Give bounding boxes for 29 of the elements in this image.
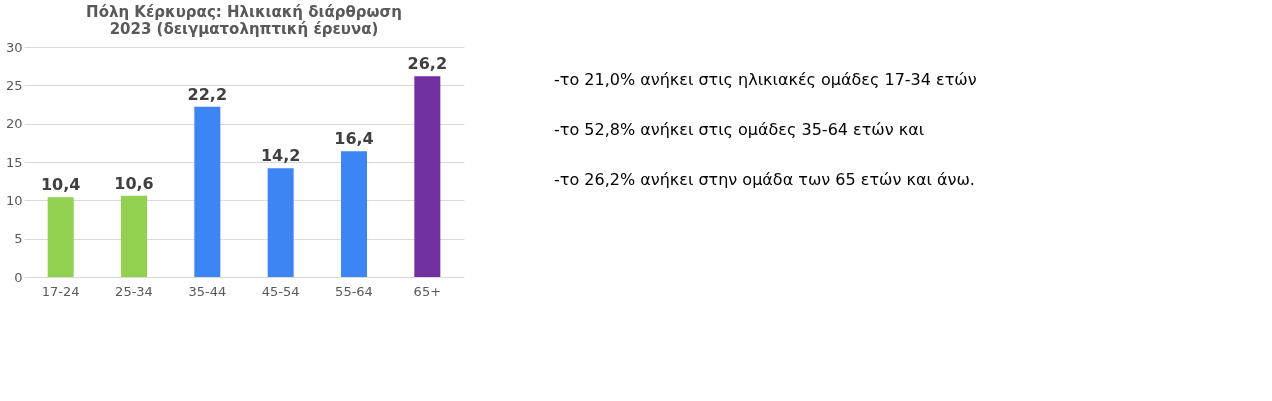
x-tick-label: 55-64 xyxy=(335,283,373,299)
bar xyxy=(267,168,294,277)
bar xyxy=(194,106,221,277)
data-label: 16,4 xyxy=(334,129,374,149)
text: -το 26,2% ανήκει στην ομάδα των 65 ετών και άνω. xyxy=(554,170,975,189)
data-label: 26,2 xyxy=(407,54,448,74)
x-tick-label: 35-44 xyxy=(188,283,227,299)
x-tick-label: 17-24 xyxy=(41,283,80,299)
bar xyxy=(414,76,441,277)
y-tick-label: 25 xyxy=(5,77,23,93)
data-label: 14,2 xyxy=(260,146,301,166)
bar xyxy=(341,151,367,277)
y-tick-label: 15 xyxy=(5,154,23,170)
y-tick-label: 30 xyxy=(5,39,23,55)
bar xyxy=(121,195,147,277)
chart-title: Πόλη Κέρκυρας: Ηλικιακή διάρθρωση 2023 (δειγματοληπτική έρευνα) xyxy=(86,3,402,38)
data-label: 22,2 xyxy=(187,84,228,104)
y-tick-label: 5 xyxy=(14,231,23,247)
y-tick-label: 20 xyxy=(5,116,23,132)
x-tick-label: 45-54 xyxy=(261,283,300,299)
text: -το 52,8% ανήκει στις ομάδες 35-64 ετών και xyxy=(554,120,925,139)
y-tick-label: 0 xyxy=(14,269,23,285)
data-label: 10,6 xyxy=(114,173,154,193)
y-tick-label: 10 xyxy=(5,192,23,208)
x-tick-label: 25-34 xyxy=(115,283,153,299)
text: -το 21,0% ανήκει στις ηλικιακές ομάδες 17-34 ετών xyxy=(554,70,977,89)
x-tick-label: 65+ xyxy=(413,283,442,299)
bar xyxy=(47,197,74,277)
data-label: 10,4 xyxy=(40,175,81,195)
